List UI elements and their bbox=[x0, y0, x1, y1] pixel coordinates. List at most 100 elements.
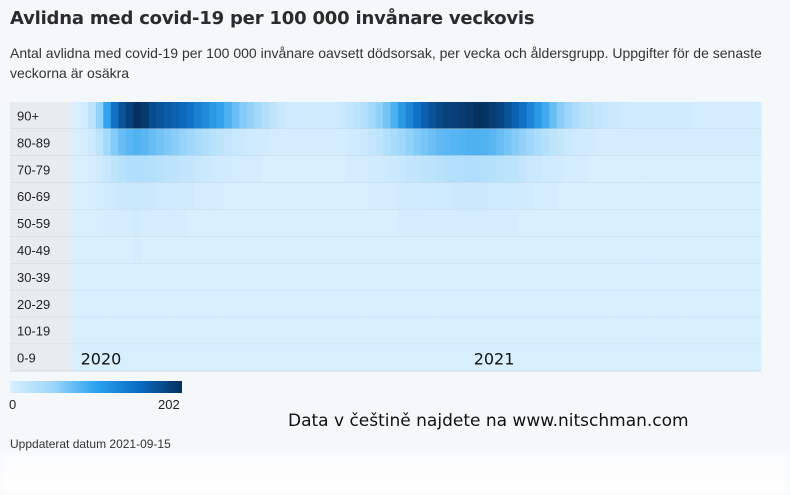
heatmap-cell bbox=[398, 263, 407, 291]
heatmap-cell bbox=[541, 317, 550, 345]
heatmap-cell bbox=[80, 344, 89, 371]
row-label: 80-89 bbox=[17, 135, 50, 150]
heatmap-cell bbox=[730, 344, 739, 371]
heatmap-cell bbox=[632, 263, 641, 291]
heatmap-cell bbox=[88, 102, 97, 129]
heatmap-cell bbox=[670, 263, 679, 291]
heatmap-cell bbox=[609, 263, 618, 291]
heatmap-cell bbox=[617, 209, 626, 237]
heatmap-cell bbox=[284, 209, 293, 237]
heatmap-cell bbox=[700, 182, 709, 210]
heatmap-cell bbox=[655, 344, 664, 371]
heatmap-cell bbox=[488, 209, 497, 237]
heatmap-cell bbox=[685, 128, 694, 156]
heatmap-cell bbox=[753, 155, 762, 183]
heatmap-cell bbox=[314, 155, 323, 183]
year-label: 2021 bbox=[474, 350, 515, 369]
heatmap-cell bbox=[148, 344, 157, 371]
heatmap-cell bbox=[269, 290, 278, 318]
heatmap-cell bbox=[413, 209, 422, 237]
heatmap-cell bbox=[534, 182, 543, 210]
row-label-bg bbox=[10, 128, 73, 156]
heatmap-cell bbox=[186, 102, 195, 129]
heatmap-cell bbox=[141, 344, 149, 371]
heatmap-cell bbox=[670, 290, 679, 318]
heatmap-cell bbox=[511, 155, 520, 183]
heatmap-cell bbox=[413, 263, 422, 291]
heatmap-cell bbox=[466, 236, 475, 264]
heatmap-cell bbox=[549, 102, 558, 129]
heatmap-cell bbox=[224, 290, 233, 318]
heatmap-cell bbox=[579, 317, 588, 345]
heatmap-cell bbox=[715, 263, 724, 291]
heatmap-cell bbox=[511, 182, 520, 210]
heatmap-cell bbox=[519, 102, 528, 129]
heatmap-cell bbox=[307, 128, 316, 156]
heatmap-cell bbox=[526, 263, 535, 291]
heatmap-cell bbox=[141, 317, 149, 345]
heatmap-cell bbox=[110, 236, 119, 264]
heatmap-cell bbox=[519, 209, 528, 237]
heatmap-cell bbox=[231, 263, 240, 291]
heatmap-cell bbox=[186, 290, 195, 318]
heatmap-cell bbox=[360, 236, 369, 264]
heatmap-cell bbox=[133, 344, 142, 371]
heatmap-cell bbox=[178, 209, 187, 237]
heatmap-cell bbox=[745, 155, 754, 183]
heatmap-cell bbox=[640, 155, 648, 183]
heatmap-cell bbox=[375, 128, 384, 156]
heatmap-cell bbox=[171, 128, 180, 156]
heatmap-cell bbox=[209, 236, 218, 264]
heatmap-cell bbox=[382, 209, 391, 237]
heatmap-cell bbox=[390, 290, 399, 318]
heatmap-cell bbox=[715, 344, 724, 371]
heatmap-cell bbox=[708, 128, 717, 156]
heatmap-cell bbox=[420, 344, 429, 371]
heatmap-cell bbox=[708, 182, 717, 210]
heatmap-cell bbox=[503, 236, 512, 264]
heatmap-cell bbox=[730, 290, 739, 318]
heatmap-cell bbox=[730, 236, 739, 264]
heatmap-cell bbox=[352, 102, 361, 129]
heatmap-cell bbox=[95, 102, 104, 129]
heatmap-cell bbox=[216, 128, 225, 156]
heatmap-cell bbox=[262, 102, 270, 129]
heatmap-cell bbox=[322, 182, 331, 210]
heatmap-cell bbox=[337, 263, 346, 291]
heatmap-cell bbox=[730, 155, 739, 183]
heatmap-cell bbox=[541, 263, 550, 291]
heatmap-cell bbox=[292, 317, 301, 345]
heatmap-cell bbox=[488, 263, 497, 291]
heatmap-cell bbox=[745, 209, 754, 237]
heatmap-cell bbox=[292, 102, 301, 129]
heatmap-cell bbox=[110, 155, 119, 183]
heatmap-cell bbox=[466, 102, 475, 129]
heatmap-cell bbox=[360, 128, 369, 156]
heatmap-cell bbox=[352, 209, 361, 237]
heatmap-cell bbox=[451, 128, 459, 156]
heatmap-cell bbox=[526, 155, 535, 183]
heatmap-cell bbox=[193, 290, 202, 318]
heatmap-cell bbox=[428, 317, 437, 345]
heatmap-cell bbox=[141, 128, 149, 156]
heatmap-cell bbox=[413, 128, 422, 156]
heatmap-cell bbox=[692, 209, 701, 237]
heatmap-cell bbox=[647, 317, 656, 345]
heatmap-cell bbox=[488, 128, 497, 156]
heatmap-cell bbox=[413, 155, 422, 183]
heatmap-cell bbox=[382, 102, 391, 129]
heatmap-cell bbox=[579, 128, 588, 156]
heatmap-cell bbox=[677, 344, 686, 371]
heatmap-cell bbox=[73, 317, 81, 345]
heatmap-cell bbox=[156, 317, 165, 345]
heatmap-cell bbox=[594, 209, 603, 237]
heatmap-cell bbox=[662, 182, 671, 210]
heatmap-cell bbox=[466, 155, 475, 183]
heatmap-cell bbox=[277, 263, 286, 291]
heatmap-cell bbox=[95, 263, 104, 291]
heatmap-cell bbox=[640, 128, 648, 156]
heatmap-cell bbox=[708, 344, 717, 371]
row-label-bg bbox=[10, 344, 73, 371]
heatmap-cell bbox=[692, 236, 701, 264]
heatmap-cell bbox=[133, 182, 142, 210]
